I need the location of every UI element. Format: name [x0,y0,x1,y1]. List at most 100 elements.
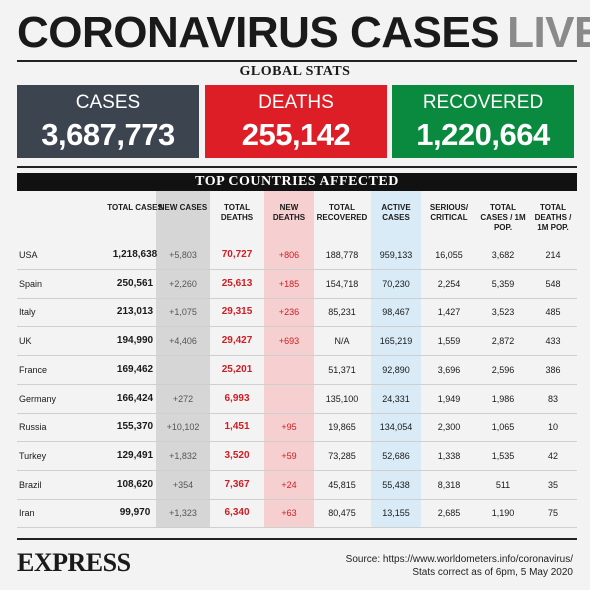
cell-active: 13,155 [382,508,410,519]
cell-new-deaths: +693 [278,336,300,347]
cell-new-cases [156,356,210,384]
divider [17,166,577,168]
cell-total: 108,620 [116,478,154,490]
cell-total: 250,561 [116,277,154,289]
cell-recovered: 80,475 [328,508,356,519]
cell-deaths: 7,367 [224,478,250,490]
cell-cases-per-m: 2,872 [491,336,515,347]
cell-deaths: 29,315 [221,306,253,318]
cases-value: 3,687,773 [41,117,175,152]
cell-serious: 1,559 [437,336,461,347]
column-header: TOTAL RECOVERED [316,203,368,222]
cell-deaths-per-m: 83 [547,393,558,404]
cell-deaths: 29,427 [221,335,253,347]
cell-serious: 1,338 [437,450,461,461]
express-logo: EXPRESS [17,548,131,577]
cell-serious: 8,318 [437,479,461,490]
cell-new-cases: +1,075 [169,307,197,318]
recovered-label: RECOVERED [422,92,544,113]
cell-cases-per-m: 1,535 [491,450,515,461]
column-header: ACTIVE CASES [381,203,411,222]
cell-deaths-per-m: 386 [545,364,561,375]
cell-recovered: 135,100 [325,393,359,404]
column-header: SERIOUS/ CRITICAL [429,203,469,222]
cell-new-deaths [264,385,314,413]
cell-new-cases: +354 [172,479,194,490]
cell-serious: 16,055 [435,250,463,260]
cell-deaths-per-m: 433 [545,336,561,347]
cell-recovered: 188,778 [325,250,359,260]
cases-label: CASES [75,92,141,113]
cell-active: 134,054 [379,422,413,433]
cell-deaths: 6,340 [224,507,250,519]
cell-serious: 1,427 [437,307,461,318]
cell-recovered: 85,231 [328,307,356,318]
cell-new-deaths: +95 [281,422,297,433]
page-title: CORONAVIRUS CASES LIVE [17,8,590,58]
cell-cases-per-m: 1,986 [491,393,515,404]
table-row: Brazil 108,620 +354 7,367 +24 45,815 55,438 8,3… [17,471,577,500]
country-name: UK [19,336,32,347]
table-row: Spain 250,561 +2,260 25,613 +185 154,718 70,23… [17,270,577,299]
cell-active: 959,133 [379,250,413,260]
deaths-label: DEATHS [258,92,334,113]
source-line: Source: https://www.worldometers.info/co… [345,554,573,565]
active-cases-column-bg [371,191,421,528]
new-cases-column-bg [156,191,210,528]
cell-recovered: 73,285 [328,450,356,461]
cell-new-cases: +1,323 [169,508,197,519]
country-name: Turkey [19,450,47,461]
cell-active: 98,467 [382,307,410,318]
cell-active: 92,890 [382,364,410,375]
table-row: Germany 166,424 +272 6,993 135,100 24,331 1,94… [17,385,577,414]
recovered-value: 1,220,664 [416,117,550,152]
cell-deaths-per-m: 214 [545,250,561,260]
recovered-box: RECOVERED 1,220,664 [392,85,574,158]
cell-active: 165,219 [379,336,413,347]
cell-new-deaths [264,356,314,384]
column-header: TOTAL CASES / 1M POP. [480,203,526,232]
cell-deaths: 25,613 [221,277,253,289]
source-note: Source: https://www.worldometers.info/co… [346,553,573,579]
table-row: France 169,462 25,201 51,371 92,890 3,696 2,59… [17,356,577,385]
cell-recovered: 45,815 [328,479,356,490]
cell-deaths: 25,201 [221,363,253,375]
cell-cases-per-m: 3,682 [491,250,515,260]
cell-total: 213,013 [116,306,154,318]
cell-deaths-per-m: 75 [547,508,558,519]
country-name: Spain [19,278,43,289]
cases-box: CASES 3,687,773 [17,85,199,158]
column-header: TOTAL DEATHS / 1M POP. [534,203,572,232]
cell-deaths-per-m: 35 [547,479,558,490]
country-name: Russia [19,422,47,433]
country-name: Iran [19,508,35,519]
cell-active: 70,230 [382,278,410,289]
country-name: USA [19,250,38,260]
cell-new-cases: +4,406 [169,336,197,347]
country-name: France [19,364,48,375]
cell-new-cases: +272 [172,393,194,404]
cell-new-cases: +5,803 [169,250,197,260]
cell-new-cases: +10,102 [166,422,200,433]
column-header: TOTAL DEATHS [220,203,254,222]
country-name: Brazil [19,479,42,490]
cell-recovered: N/A [334,336,350,347]
cell-deaths-per-m: 42 [547,450,558,461]
column-header: TOTAL CASES [107,203,163,212]
cell-cases-per-m: 3,523 [491,307,515,318]
cell-new-deaths: +185 [278,278,300,289]
country-name: Italy [19,307,36,318]
cell-deaths-per-m: 10 [547,422,558,433]
cell-active: 24,331 [382,393,410,404]
cell-deaths: 70,727 [221,249,253,260]
cell-new-deaths: +806 [278,250,300,260]
cell-cases-per-m: 1,190 [491,508,515,519]
cell-cases-per-m: 511 [495,479,511,490]
table-row: Turkey 129,491 +1,832 3,520 +59 73,285 52,686 1… [17,442,577,471]
cell-recovered: 19,865 [328,422,356,433]
title-main: CORONAVIRUS CASES [17,8,500,57]
cell-serious: 3,696 [437,364,461,375]
cell-deaths: 1,451 [224,421,250,433]
cell-cases-per-m: 1,065 [491,422,515,433]
column-header: NEW DEATHS [272,203,306,222]
